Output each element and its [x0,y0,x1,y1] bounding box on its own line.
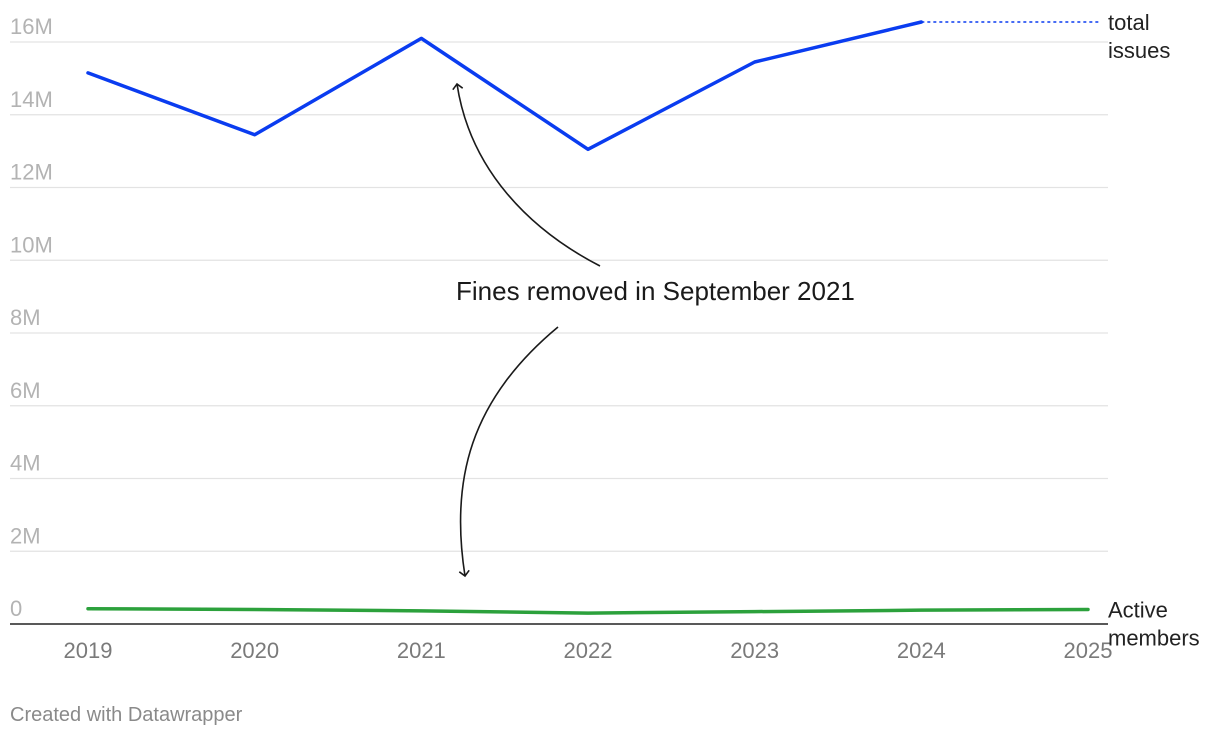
x-tick-label: 2024 [897,638,946,663]
x-tick-label: 2020 [230,638,279,663]
datawrapper-credit[interactable]: Created with Datawrapper [10,704,243,726]
x-axis: 2019 2020 2021 2022 2023 2024 2025 [64,638,1113,663]
y-tick-label: 8M [10,305,41,330]
x-tick-label: 2023 [730,638,779,663]
series-line [86,20,924,152]
series-label: members [1108,625,1200,650]
y-tick-label: 0 [10,596,22,621]
series-line [86,606,1090,615]
annotation-text: Fines removed in September 2021 [456,276,855,306]
x-tick-label: 2022 [564,638,613,663]
y-tick-label: 12M [10,160,53,185]
series-labels: total issues Active members [1108,10,1200,650]
series-label: total [1108,10,1150,35]
x-tick-label: 2025 [1064,638,1113,663]
y-tick-label: 10M [10,232,53,257]
y-tick-label: 14M [10,87,53,112]
y-tick-label: 4M [10,451,41,476]
series-label: Active [1108,597,1168,622]
y-tick-label: 6M [10,378,41,403]
gridlines [10,41,1108,552]
x-tick-label: 2021 [397,638,446,663]
annotation-arrow-down [458,326,559,578]
series-label: issues [1108,38,1170,63]
annotation-arrow-up [452,82,601,267]
y-tick-label: 2M [10,523,41,548]
x-tick-label: 2019 [64,638,113,663]
y-tick-label: 16M [10,14,53,39]
y-axis: 0 2M 4M 6M 8M 10M 12M 14M 16M [10,14,53,621]
series-lines [86,20,1100,615]
annotation-group: Fines removed in September 2021 [452,82,855,578]
